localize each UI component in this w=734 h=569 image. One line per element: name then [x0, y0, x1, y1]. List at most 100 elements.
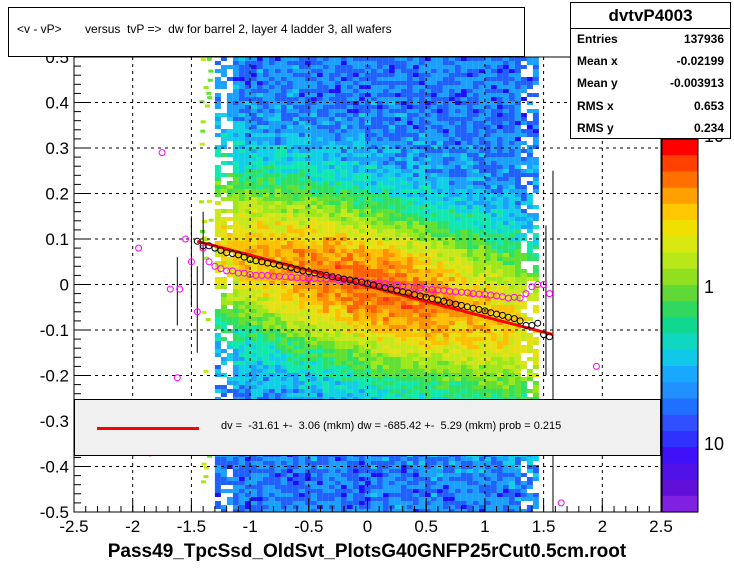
heatmap-cell — [394, 305, 401, 309]
heatmap-cell — [358, 341, 365, 345]
heatmap-cell — [340, 289, 347, 293]
heatmap-cell — [340, 193, 347, 197]
heatmap-cell — [286, 197, 293, 201]
heatmap-cell — [346, 385, 353, 389]
heatmap-cell — [238, 345, 245, 349]
heatmap-cell — [412, 77, 419, 81]
heatmap-cell — [244, 465, 251, 469]
heatmap-cell — [466, 493, 473, 497]
heatmap-cell — [466, 309, 473, 313]
heatmap-cell — [268, 345, 275, 349]
heatmap-cell — [262, 141, 269, 145]
heatmap-cell — [352, 253, 359, 257]
heatmap-cell — [430, 169, 437, 173]
heatmap-cell — [256, 105, 263, 109]
heatmap-cell — [220, 349, 227, 353]
heatmap-cell — [352, 249, 359, 253]
heatmap-cell — [298, 145, 305, 149]
heatmap-cell — [286, 77, 293, 81]
heatmap-cell — [382, 337, 389, 341]
heatmap-cell — [394, 81, 401, 85]
heatmap-cell — [412, 81, 419, 85]
heatmap-cell — [364, 117, 371, 121]
heatmap-cell — [274, 353, 281, 357]
heatmap-cell — [250, 273, 257, 277]
heatmap-cell — [262, 113, 269, 117]
heatmap-cell — [238, 477, 245, 481]
heatmap-cell — [358, 61, 365, 65]
heatmap-cell — [424, 129, 431, 133]
heatmap-cell — [442, 157, 449, 161]
heatmap-cell — [460, 457, 467, 461]
heatmap-cell — [448, 273, 455, 277]
heatmap-cell — [280, 161, 287, 165]
heatmap-cell — [412, 209, 419, 213]
heatmap-cell — [388, 133, 395, 137]
heatmap-cell — [370, 193, 377, 197]
heatmap-cell — [400, 273, 407, 277]
heatmap-cell — [358, 225, 365, 229]
heatmap-cell — [280, 365, 287, 369]
heatmap-cell — [328, 145, 335, 149]
heatmap-cell — [370, 337, 377, 341]
heatmap-cell — [304, 505, 311, 509]
heatmap-cell — [394, 77, 401, 81]
heatmap-cell — [226, 377, 233, 381]
heatmap-cell — [436, 137, 443, 141]
heatmap-cell — [442, 201, 449, 205]
heatmap-cell — [454, 121, 461, 125]
heatmap-cell — [424, 81, 431, 85]
heatmap-cell — [448, 325, 455, 329]
heatmap-cell — [340, 145, 347, 149]
heatmap-cell — [454, 113, 461, 117]
heatmap-cell — [340, 337, 347, 341]
heatmap-cell — [364, 313, 371, 317]
heatmap-cell — [274, 229, 281, 233]
heatmap-cell — [214, 193, 221, 197]
heatmap-cell — [472, 249, 479, 253]
heatmap-cell — [466, 481, 473, 485]
heatmap-cell — [232, 73, 239, 77]
heatmap-cell — [352, 377, 359, 381]
heatmap-cell — [358, 149, 365, 153]
heatmap-cell — [364, 201, 371, 205]
heatmap-cell — [244, 153, 251, 157]
heatmap-cell — [346, 125, 353, 129]
heatmap-cell — [322, 345, 329, 349]
heatmap-cell — [436, 309, 443, 313]
heatmap-cell — [430, 61, 437, 65]
heatmap-cell — [262, 341, 269, 345]
heatmap-cell — [406, 385, 413, 389]
heatmap-cell — [334, 73, 341, 77]
heatmap-cell — [412, 65, 419, 69]
heatmap-cell — [310, 141, 317, 145]
heatmap-cell — [388, 225, 395, 229]
heatmap-cell — [394, 477, 401, 481]
heatmap-cell — [316, 317, 323, 321]
heatmap-cell — [340, 493, 347, 497]
heatmap-cell — [424, 169, 431, 173]
heatmap-cell — [358, 325, 365, 329]
heatmap-cell — [268, 117, 275, 121]
heatmap-cell — [214, 113, 221, 117]
heatmap-cell — [214, 121, 221, 125]
heatmap-cell — [400, 389, 407, 393]
heatmap-cell — [268, 385, 275, 389]
heatmap-cell — [250, 293, 257, 297]
heatmap-cell — [298, 105, 305, 109]
heatmap-cell — [286, 461, 293, 465]
heatmap-cell — [316, 269, 323, 273]
heatmap-cell — [298, 81, 305, 85]
heatmap-cell — [244, 509, 251, 512]
heatmap-cell — [238, 201, 245, 205]
heatmap-cell — [382, 261, 389, 265]
heatmap-cell — [412, 305, 419, 309]
heatmap-cell — [274, 173, 281, 177]
heatmap-cell — [274, 469, 281, 473]
heatmap-cell — [370, 117, 377, 121]
heatmap-cell — [430, 361, 437, 365]
heatmap-cell — [226, 461, 233, 465]
heatmap-cell — [238, 149, 245, 153]
heatmap-cell — [220, 393, 227, 397]
heatmap-cell — [292, 369, 299, 373]
